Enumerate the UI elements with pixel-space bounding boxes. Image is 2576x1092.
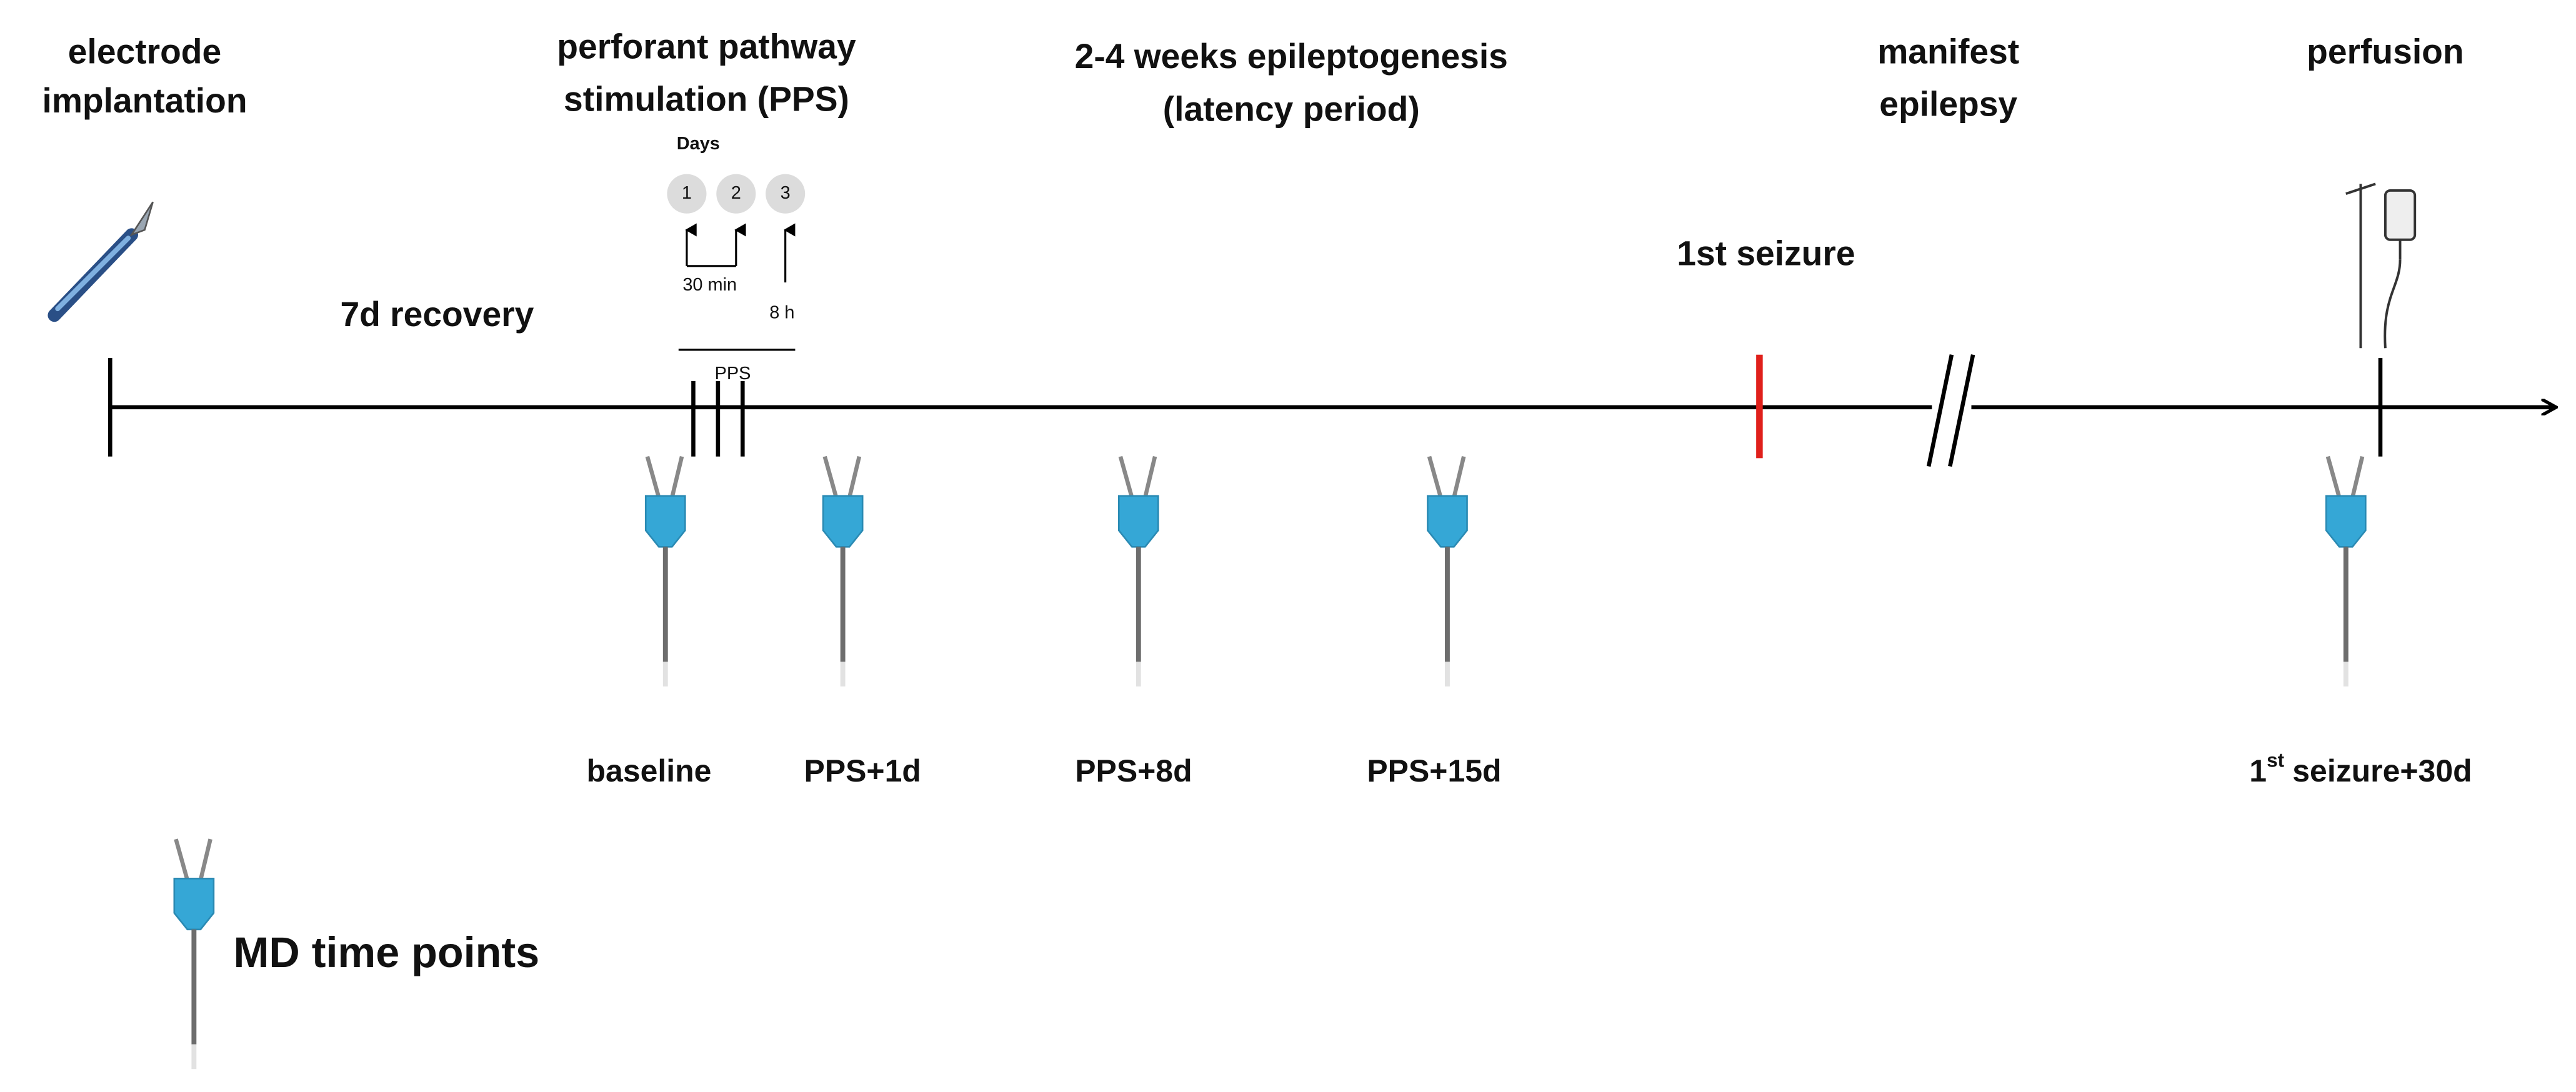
header-label: (latency period): [1163, 89, 1420, 128]
time-point-number: 1: [2249, 753, 2267, 788]
interval-label: 8 h: [769, 303, 794, 323]
pps-inset: Days 1 2 3 30 min 8 h PPS: [667, 134, 806, 384]
header-label: stimulation (PPS): [564, 80, 849, 119]
header-label: implantation: [42, 81, 247, 120]
day-label: 2: [731, 183, 741, 203]
time-point-label: 1st seizure+30d: [2249, 749, 2472, 788]
inset-arrows: [678, 223, 796, 351]
electrode-icon: [2326, 457, 2365, 687]
header-label: epilepsy: [1879, 84, 2017, 123]
day-circle: [766, 174, 806, 214]
inset-title: Days: [677, 134, 720, 154]
time-point-superscript: st: [2267, 749, 2285, 772]
electrode-icon: [1427, 457, 1467, 687]
header-label: perfusion: [2307, 32, 2464, 71]
day-circle: [667, 174, 707, 214]
phase-label: 7d recovery: [340, 295, 534, 334]
day-label: 3: [781, 183, 791, 203]
legend-label: MD time points: [233, 929, 539, 976]
time-point-rest: seizure+30d: [2292, 753, 2472, 788]
time-point-label: PPS+1d: [804, 753, 921, 788]
electrode-icon: [823, 457, 862, 687]
scalpel-icon: [47, 201, 154, 322]
electrode-icon: [646, 457, 685, 687]
phase-label: 1st seizure: [1677, 234, 1855, 273]
day-circle: [716, 174, 756, 214]
timeline: [108, 354, 2554, 467]
electrode-icon: [1119, 457, 1158, 687]
time-point-label: PPS+15d: [1367, 753, 1501, 788]
legend-electrode-icon: [174, 839, 214, 1069]
iv-bag-icon: [2345, 182, 2417, 349]
pps-label: PPS: [715, 364, 751, 384]
time-point-label: baseline: [587, 753, 712, 788]
header-label: manifest: [1877, 32, 2019, 71]
time-point-label: PPS+8d: [1075, 753, 1192, 788]
header-label: 2-4 weeks epileptogenesis: [1075, 37, 1508, 76]
interval-label: 30 min: [682, 275, 737, 295]
header-label: perforant pathway: [557, 27, 856, 66]
day-label: 1: [682, 183, 692, 203]
header-label: electrode: [68, 32, 221, 71]
